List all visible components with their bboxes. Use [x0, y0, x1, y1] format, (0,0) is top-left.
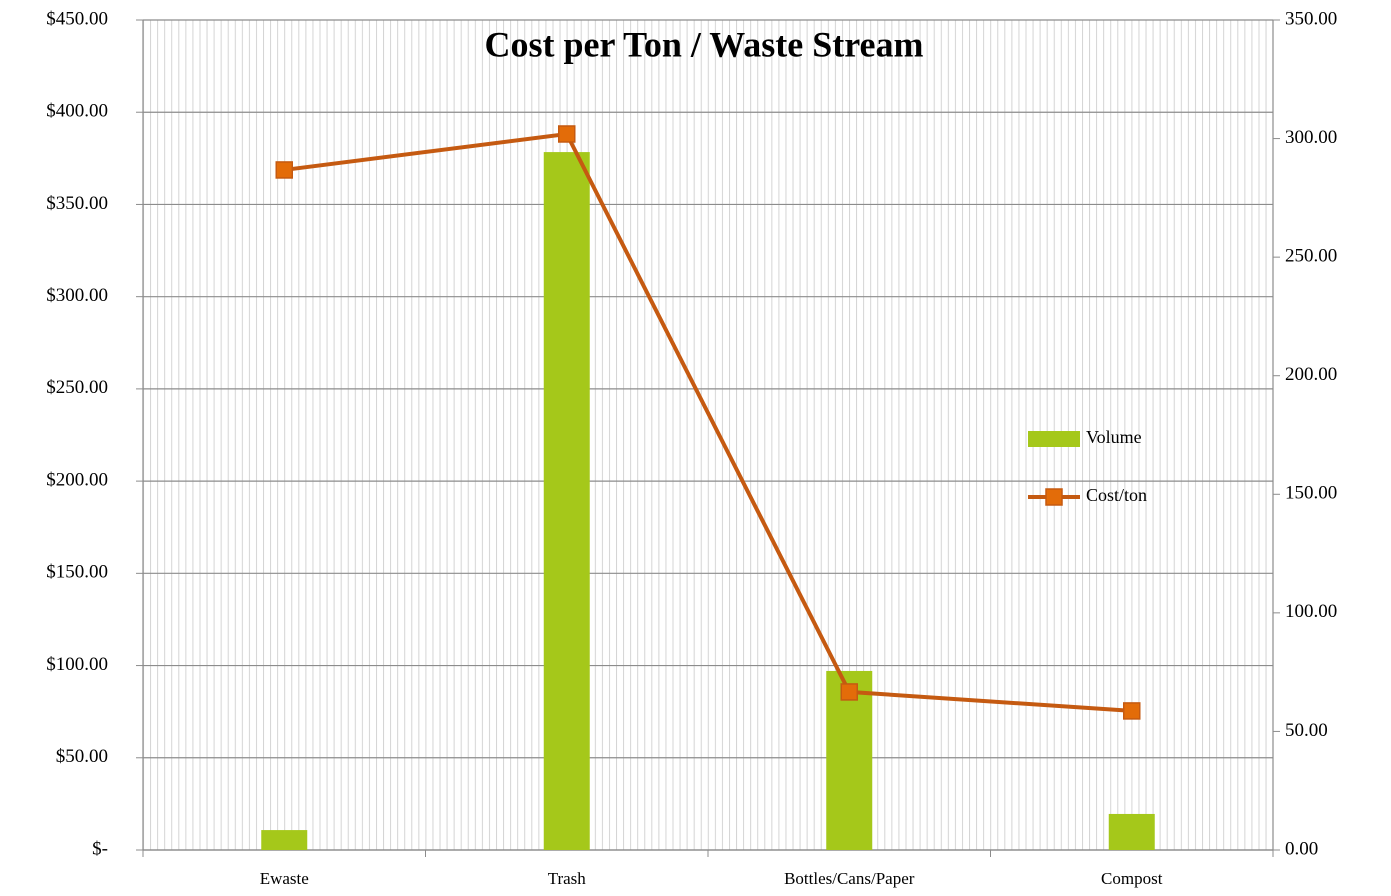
- marker: [558, 125, 576, 143]
- y-tick-label: $400.00: [46, 101, 108, 122]
- grid: [136, 19, 1280, 857]
- y2-tick-label: 250.00: [1285, 246, 1337, 267]
- y-tick-label: $200.00: [46, 469, 108, 490]
- legend-marker: [1045, 488, 1063, 506]
- y2-tick-label: 300.00: [1285, 127, 1337, 148]
- minor-grid: [143, 20, 1273, 850]
- marker: [1123, 702, 1141, 720]
- x-tick-label: Compost: [1101, 869, 1163, 888]
- y2-tick-label: 150.00: [1285, 483, 1337, 504]
- x-tick-label: Bottles/Cans/Paper: [784, 869, 915, 888]
- y-tick-label: $300.00: [46, 285, 108, 306]
- x-tick-label: Ewaste: [260, 869, 309, 888]
- legend-label: Cost/ton: [1086, 485, 1147, 505]
- y-tick-label: $350.00: [46, 193, 108, 214]
- y2-tick-label: 200.00: [1285, 364, 1337, 385]
- y2-tick-label: 50.00: [1285, 720, 1328, 741]
- y-tick-label: $50.00: [56, 746, 108, 767]
- y-tick-label: $100.00: [46, 654, 108, 675]
- y-tick-label: $150.00: [46, 562, 108, 583]
- bar: [261, 830, 308, 850]
- marks: [261, 125, 1155, 851]
- bar: [826, 670, 873, 850]
- y2-tick-label: 0.00: [1285, 838, 1318, 859]
- y-tick-label: $450.00: [46, 8, 108, 29]
- y-tick-label: $-: [92, 838, 108, 859]
- legend-swatch: [1028, 431, 1080, 447]
- line: [283, 131, 1132, 713]
- legend-label: Volume: [1086, 427, 1142, 447]
- bar: [543, 152, 590, 851]
- y2-tick-label: 350.00: [1285, 8, 1337, 29]
- y2-tick-label: 100.00: [1285, 601, 1337, 622]
- x-tick-label: Trash: [548, 869, 587, 888]
- bar: [1108, 813, 1155, 850]
- marker: [840, 683, 858, 701]
- marker: [275, 161, 293, 179]
- chart-title: Cost per Ton / Waste Stream: [484, 24, 923, 64]
- y-tick-label: $250.00: [46, 377, 108, 398]
